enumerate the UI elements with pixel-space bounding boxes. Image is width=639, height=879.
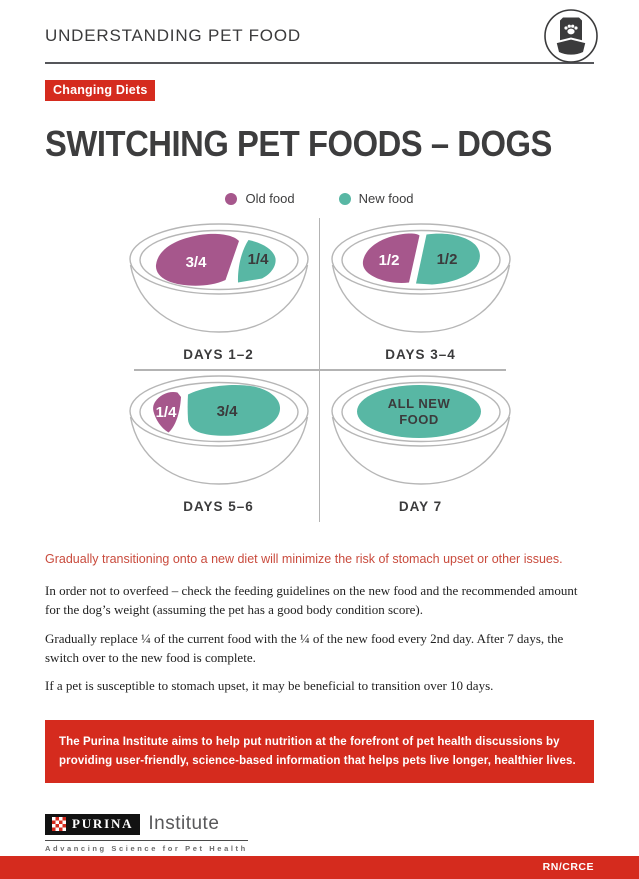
bowl-label-1: DAYS 1–2 (183, 347, 254, 362)
body-copy: In order not to overfeed – check the fee… (45, 582, 594, 696)
pet-food-bag-and-bowl-icon (543, 8, 599, 69)
purina-logo-lockup: PURINA (45, 813, 141, 835)
old-food-swatch (225, 192, 238, 205)
bowl-label-3: DAYS 5–6 (183, 499, 254, 514)
body-paragraph-3: If a pet is susceptible to stomach upset… (45, 678, 494, 694)
bowl-piece-label: 1/2 (436, 251, 457, 268)
bowl-cell-4: ALL NEW FOOD DAY 7 (320, 370, 522, 522)
bowl-piece-label: 1/4 (247, 251, 269, 268)
bowl-piece-label: 3/4 (185, 254, 207, 271)
body-paragraph-2: Gradually replace ¼ of the current food … (45, 630, 564, 665)
header-divider (45, 62, 594, 64)
callout-text: Gradually transitioning onto a new diet … (45, 552, 563, 566)
body-paragraph-1: In order not to overfeed – check the fee… (45, 583, 578, 617)
bowl-piece-label: ALL NEW (387, 396, 450, 411)
page-header-title: UNDERSTANDING PET FOOD (45, 26, 301, 45)
purina-institute-logo: PURINA Institute Advancing Science for P… (45, 813, 248, 853)
logo-row: PURINA Institute (45, 813, 248, 835)
bowl-label-4: DAY 7 (398, 499, 443, 514)
purina-checkerboard-icon (52, 817, 66, 831)
bottom-red-bar: RN/CRCE (0, 856, 639, 879)
purina-wordmark: PURINA (72, 816, 134, 831)
bowl-graphic-3: 1/4 3/4 (128, 375, 309, 485)
legend: Old food New food (0, 191, 639, 206)
mission-statement-text: The Purina Institute aims to help put nu… (59, 736, 576, 767)
bowl-label-2: DAYS 3–4 (385, 347, 456, 362)
legend-item-new-food: New food (338, 191, 414, 206)
institute-wordmark: Institute (148, 813, 220, 834)
bowl-cell-1: 3/4 1/4 DAYS 1–2 (118, 218, 320, 370)
bowl-piece-label: 3/4 (216, 403, 238, 420)
bowl-cell-2: 1/2 1/2 DAYS 3–4 (320, 218, 522, 370)
category-badge: Changing Diets (45, 80, 156, 101)
bowl-cell-3: 1/4 3/4 DAYS 5–6 (118, 370, 320, 522)
new-food-swatch (338, 192, 351, 205)
bowl-graphic-2: 1/2 1/2 (330, 223, 511, 333)
bowl-piece-label: 1/2 (378, 252, 399, 269)
legend-label-old: Old food (245, 191, 295, 206)
grid-horizontal-divider (133, 369, 506, 371)
document-code: RN/CRCE (542, 861, 594, 873)
page-header: UNDERSTANDING PET FOOD (0, 0, 639, 63)
logo-divider (45, 840, 248, 841)
legend-item-old-food: Old food (225, 191, 295, 206)
logo-tagline: Advancing Science for Pet Health (45, 844, 248, 853)
bowl-piece-label: 1/4 (155, 404, 177, 421)
bowl-grid: 3/4 1/4 DAYS 1–2 1/2 1/2 DAYS 3–4 1/4 3/4 DAYS 5… (118, 218, 522, 522)
page-title: SWITCHING PET FOODS – DOGS (45, 123, 552, 164)
mission-statement-box: The Purina Institute aims to help put nu… (45, 720, 594, 783)
bowl-graphic-1: 3/4 1/4 (128, 223, 309, 333)
legend-label-new: New food (358, 191, 414, 206)
bowl-piece-label: FOOD (399, 412, 439, 427)
